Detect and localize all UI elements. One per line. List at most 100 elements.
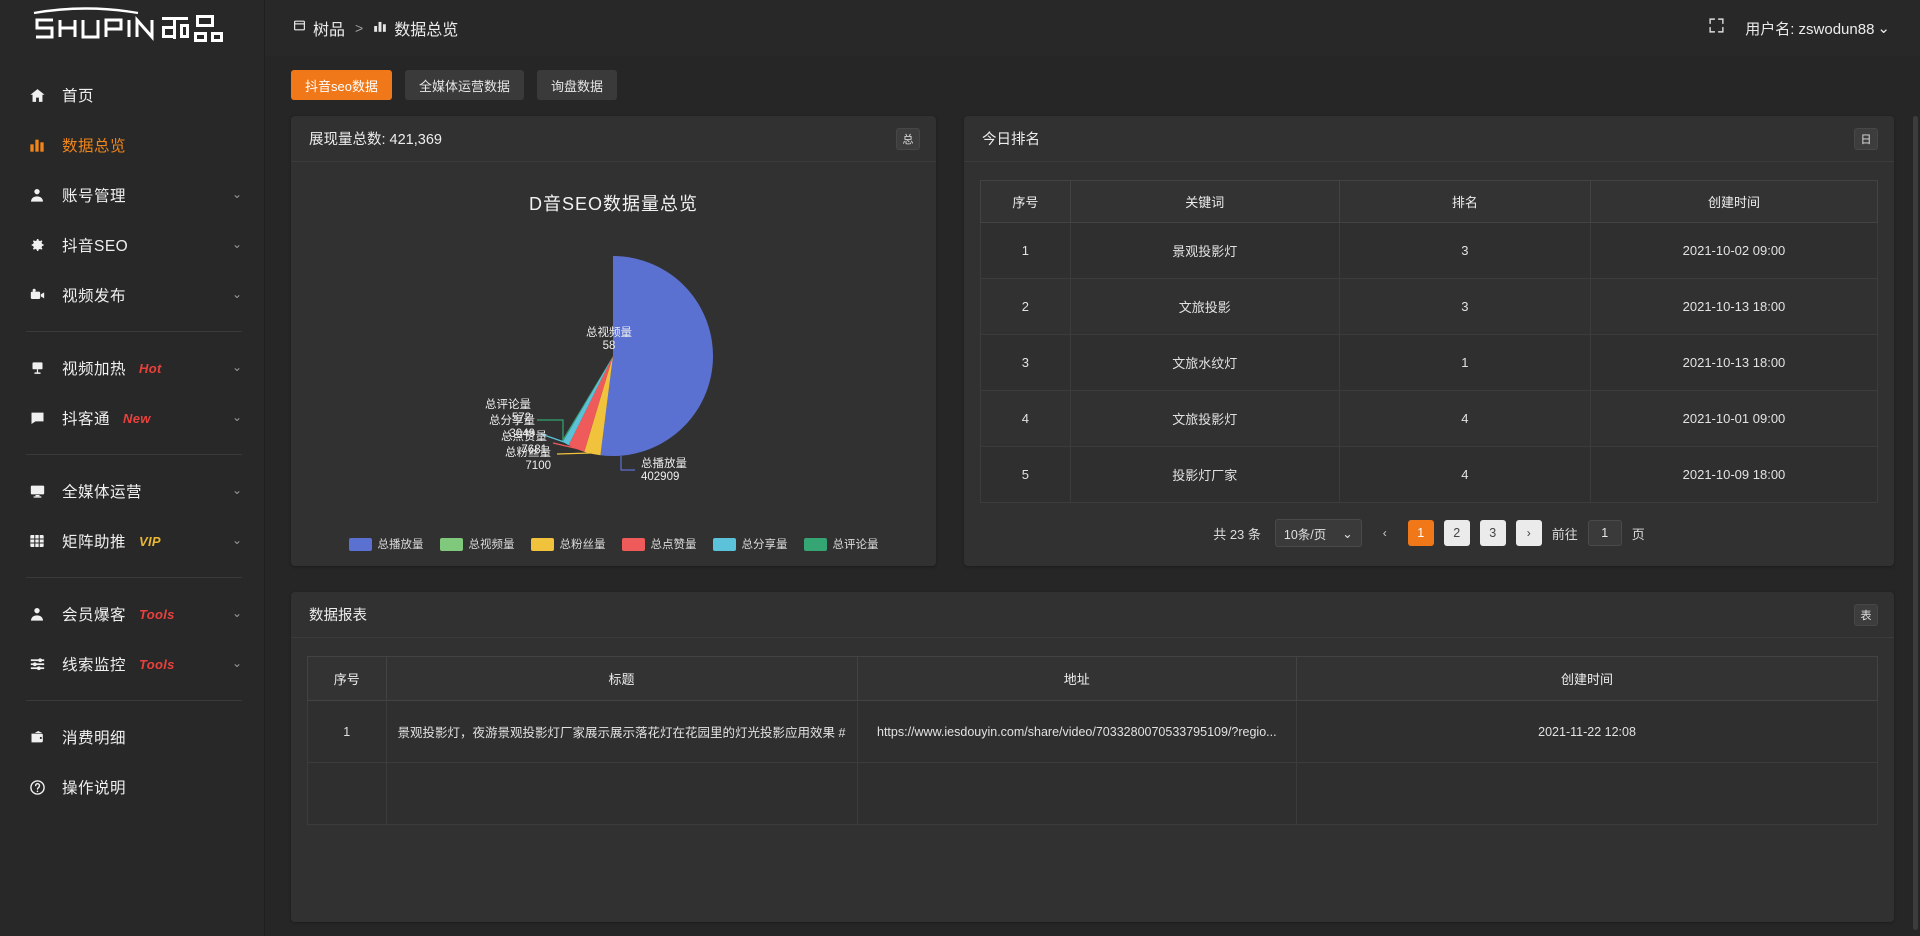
column-header-created[interactable]: 创建时间 [1589, 180, 1879, 223]
fullscreen-icon[interactable] [1708, 17, 1725, 39]
column-header-no[interactable]: 序号 [307, 656, 387, 701]
cell-url-link[interactable]: https://www.iesdouyin.com/share/video/70… [856, 700, 1298, 763]
sidebar-item-clue-monitor[interactable]: 线索监控 Tools ⌄ [0, 639, 264, 689]
pie-label-videos: 总视频量 [586, 325, 632, 339]
pie-card-toggle-button[interactable]: 总 [896, 127, 920, 150]
pie-chart[interactable]: 总评论量 572 总分享量 3049 总点赞量 7681 总粉丝量 7100 总… [291, 216, 936, 488]
sidebar-item-operation-guide[interactable]: 操作说明 [0, 762, 264, 812]
legend-label: 总评论量 [832, 539, 879, 551]
sidebar-item-label: 全媒体运营 [62, 484, 143, 501]
sidebar-item-account-manage[interactable]: 账号管理 ⌄ [0, 170, 264, 220]
cell-keyword: 文旅投影 [1069, 278, 1340, 335]
table-row[interactable]: 1 景观投影灯，夜游景观投影灯厂家展示展示落花灯在花园里的灯光投影应用效果 # … [307, 700, 1878, 763]
tab-omni-media-ops[interactable]: 全媒体运营数据 [404, 70, 524, 100]
column-header-url[interactable]: 地址 [856, 656, 1298, 701]
legend-label: 总粉丝量 [559, 539, 606, 551]
sidebar-item-consumption-detail[interactable]: 消费明细 [0, 712, 264, 762]
pie-label-likes: 总点赞量 [501, 429, 547, 443]
sidebar-divider [26, 331, 242, 332]
main-area: 树品 > 数据总览 用户名: zswodun88 ⌄ [265, 0, 1920, 936]
sidebar: 首页 数据总览 账号管理 ⌄ 抖音SEO ⌄ [0, 0, 265, 936]
pie-card-header: 展现量总数: 421,369 总 [291, 116, 936, 162]
tab-inquiry-data[interactable]: 询盘数据 [536, 70, 617, 100]
pie-chart-card: 展现量总数: 421,369 总 D音SEO数据量总览 [291, 116, 936, 566]
page-button-3[interactable]: 3 [1479, 520, 1506, 546]
goto-suffix: 页 [1631, 526, 1645, 542]
table-row[interactable]: 5 投影灯厂家 4 2021-10-09 18:00 [980, 446, 1879, 503]
column-header-rank[interactable]: 排名 [1338, 180, 1591, 223]
table-row[interactable]: 3 文旅水纹灯 1 2021-10-13 18:00 [980, 334, 1879, 391]
legend-label: 总视频量 [468, 539, 515, 551]
rank-card-toggle-button[interactable]: 日 [1854, 127, 1878, 150]
svg-text:3049: 3049 [509, 428, 535, 440]
cell-created: 2021-10-13 18:00 [1589, 334, 1879, 391]
cell-title: 景观投影灯，夜游景观投影灯厂家展示展示落花灯在花园里的灯光投影应用效果 # [385, 700, 858, 763]
user-menu[interactable]: 用户名: zswodun88 ⌄ [1745, 18, 1890, 39]
brand-logo[interactable] [0, 0, 264, 56]
legend-swatch [348, 537, 372, 551]
column-header-created[interactable]: 创建时间 [1296, 656, 1878, 701]
cell-no: 4 [980, 390, 1071, 447]
report-card-body: 序号 标题 地址 创建时间 1 景观投影灯，夜游景观投影灯厂家展示展示落花灯在花… [291, 638, 1894, 825]
content-scrollbar[interactable] [1913, 116, 1918, 930]
column-header-keyword[interactable]: 关键词 [1069, 180, 1340, 223]
page-button-1[interactable]: 1 [1407, 520, 1434, 546]
table-row[interactable] [307, 762, 1878, 825]
window-icon [293, 19, 306, 37]
sidebar-divider [26, 700, 242, 701]
prev-page-button[interactable]: ‹ [1382, 526, 1387, 540]
breadcrumb-separator: > [355, 20, 364, 36]
table-row[interactable]: 1 景观投影灯 3 2021-10-02 09:00 [980, 222, 1879, 279]
sidebar-badge-vip: VIP [139, 533, 161, 549]
legend-item-shares[interactable]: 总分享量 [712, 536, 788, 552]
data-report-card: 数据报表 表 序号 标题 地址 创建时间 [291, 592, 1894, 922]
cell-created: 2021-10-13 18:00 [1589, 278, 1879, 335]
sidebar-item-video-publish[interactable]: 视频发布 ⌄ [0, 270, 264, 320]
report-card-toggle-button[interactable]: 表 [1854, 603, 1878, 626]
column-header-title[interactable]: 标题 [385, 656, 858, 701]
cell-rank: 3 [1338, 278, 1591, 335]
goto-page-input[interactable] [1587, 520, 1622, 546]
legend-item-comments[interactable]: 总评论量 [803, 536, 879, 552]
cell-created: 2021-10-01 09:00 [1589, 390, 1879, 447]
breadcrumb-item-current[interactable]: 数据总览 [373, 16, 458, 40]
content-area: 抖音seo数据 全媒体运营数据 询盘数据 展现量总数: 421,369 总 D音… [265, 56, 1920, 936]
grid-icon [26, 531, 48, 551]
sidebar-item-matrix-boost[interactable]: 矩阵助推 VIP ⌄ [0, 516, 264, 566]
chevron-down-icon: ⌄ [231, 483, 242, 497]
legend-item-plays[interactable]: 总播放量 [348, 536, 424, 552]
legend-item-fans[interactable]: 总粉丝量 [530, 536, 606, 552]
user-label: 用户名: zswodun88 [1745, 20, 1875, 38]
today-rank-card: 今日排名 日 序号 关键词 排名 创建时间 [964, 116, 1894, 566]
legend-item-videos[interactable]: 总视频量 [439, 536, 515, 552]
sidebar-item-omni-media[interactable]: 全媒体运营 ⌄ [0, 466, 264, 516]
home-icon [26, 85, 48, 105]
table-row[interactable]: 2 文旅投影 3 2021-10-13 18:00 [980, 278, 1879, 335]
table-row[interactable]: 4 文旅投影灯 4 2021-10-01 09:00 [980, 390, 1879, 447]
sidebar-item-video-boost[interactable]: 视频加热 Hot ⌄ [0, 343, 264, 393]
legend-swatch [439, 537, 463, 551]
next-page-button[interactable]: › [1515, 520, 1542, 546]
chevron-down-icon: ⌄ [231, 410, 242, 424]
cell-url-link[interactable] [856, 762, 1298, 825]
cell-title [385, 762, 858, 825]
fire-boost-icon [26, 358, 48, 378]
cell-rank: 1 [1338, 334, 1591, 391]
page-size-select[interactable]: 10条/页 ⌄ [1274, 519, 1362, 547]
sidebar-item-label: 会员爆客 [62, 607, 127, 624]
tab-douyin-seo[interactable]: 抖音seo数据 [291, 70, 392, 100]
sidebar-item-member-boom[interactable]: 会员爆客 Tools ⌄ [0, 589, 264, 639]
sidebar-item-douyin-seo[interactable]: 抖音SEO ⌄ [0, 220, 264, 270]
sidebar-item-home[interactable]: 首页 [0, 70, 264, 120]
sidebar-divider [26, 577, 242, 578]
bar-chart-icon [26, 135, 48, 155]
impressions-total-label: 展现量总数: 421,369 [309, 132, 442, 148]
breadcrumb-item-root[interactable]: 树品 [293, 16, 345, 40]
sidebar-item-data-overview[interactable]: 数据总览 [0, 120, 264, 170]
sidebar-item-douketong[interactable]: 抖客通 New ⌄ [0, 393, 264, 443]
page-button-2[interactable]: 2 [1443, 520, 1470, 546]
column-header-no[interactable]: 序号 [980, 180, 1071, 223]
help-circle-icon [26, 777, 48, 797]
cell-no: 1 [307, 700, 387, 763]
legend-item-likes[interactable]: 总点赞量 [621, 536, 697, 552]
